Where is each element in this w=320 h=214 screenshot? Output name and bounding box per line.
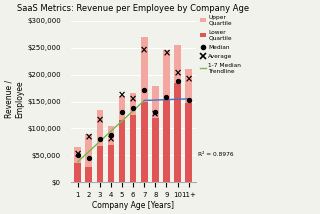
Text: ×: × [107,134,115,144]
Text: R² = 0.8976: R² = 0.8976 [198,152,234,157]
Y-axis label: Revenue /
Employee: Revenue / Employee [4,80,24,118]
Bar [130,115,137,182]
Text: ×: × [118,90,126,100]
Point [75,154,80,157]
Bar [185,69,192,103]
Text: ×: × [85,133,93,143]
Bar [97,110,103,146]
Bar [85,134,92,167]
Text: ×: × [173,68,181,78]
Bar [74,163,81,182]
Bar [74,147,81,163]
Text: ×: × [185,74,193,84]
Bar [163,99,170,182]
Bar [130,94,137,115]
Point [108,133,114,137]
Bar [141,37,148,101]
Point [97,138,102,141]
Bar [108,126,114,145]
Bar [119,96,125,120]
Text: ×: × [74,149,82,159]
Bar [141,101,148,182]
Point [131,106,136,110]
Bar [152,86,159,118]
Text: ×: × [151,109,159,119]
Title: SaaS Metrics: Revenue per Employee by Company Age: SaaS Metrics: Revenue per Employee by Co… [17,4,249,13]
Bar [119,120,125,182]
Bar [174,83,181,182]
Text: ×: × [96,115,104,125]
Text: ×: × [140,45,148,55]
Bar [185,103,192,182]
Bar [174,45,181,83]
Bar [85,167,92,182]
Point [119,111,124,114]
Bar [108,145,114,182]
Point [142,88,147,91]
Point [86,156,92,160]
Bar [152,118,159,182]
Legend: Upper
Quartile, Lower
Quartile, Median, Average, 1-7 Median
Trendline: Upper Quartile, Lower Quartile, Median, … [200,15,241,74]
Bar [163,50,170,99]
Point [153,111,158,114]
Text: ×: × [162,48,171,58]
Text: ×: × [129,94,137,104]
Point [175,79,180,83]
X-axis label: Company Age [Years]: Company Age [Years] [92,201,174,210]
Point [164,95,169,99]
Bar [97,146,103,182]
Point [186,99,191,102]
